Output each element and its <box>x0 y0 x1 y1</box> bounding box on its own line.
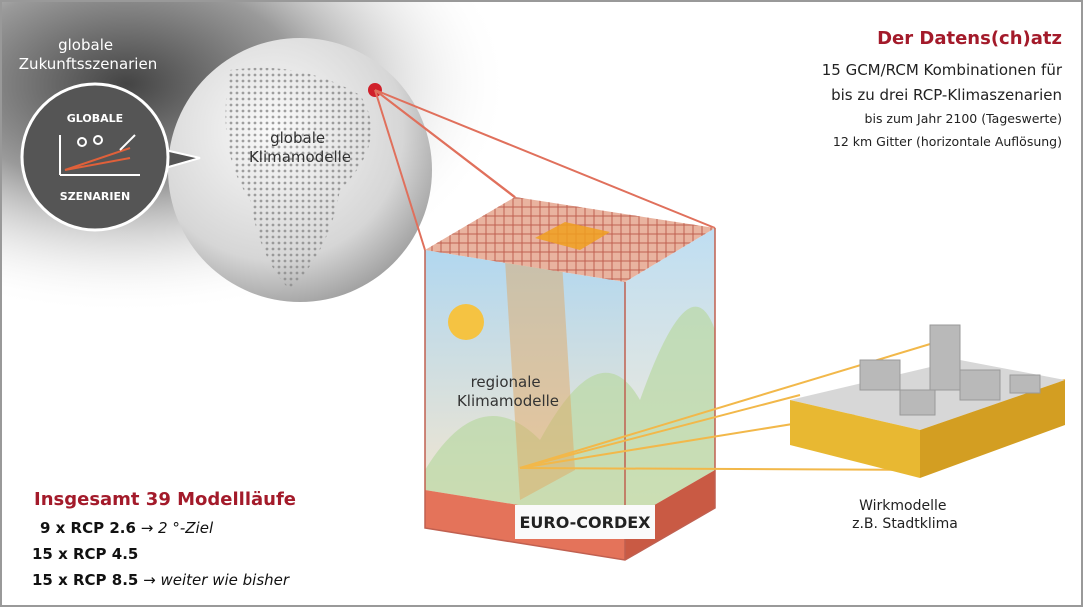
inset-bottom: SZENARIEN <box>60 190 130 203</box>
inset-icons <box>59 134 140 176</box>
label-line: Zukunftsszenarien <box>19 55 157 73</box>
region-label: regionale Klimamodelle <box>457 373 559 410</box>
impact-label: Wirkmodelle z.B. Stadtklima <box>852 498 958 532</box>
run-arrow: → <box>141 519 154 537</box>
sun <box>448 304 484 340</box>
badge <box>515 505 655 539</box>
runs-title: Insgesamt 39 Modellläufe <box>34 489 296 510</box>
dataset-line: bis zum Jahr 2100 (Tageswerte) <box>865 111 1062 126</box>
run-count: 9 x RCP 2.6 <box>40 519 136 537</box>
globe-land <box>225 67 372 291</box>
run-note: 2 °-Ziel <box>158 519 214 537</box>
badge-text: EURO-CORDEX <box>520 513 652 532</box>
run-count: 15 x RCP 8.5 <box>32 571 138 589</box>
dataset-line: bis zu drei RCP-Klimaszenarien <box>831 86 1062 104</box>
label-line: regionale <box>471 373 541 391</box>
label-line: globale <box>270 129 325 147</box>
label-line: globale <box>58 36 113 54</box>
run-item: 15 x RCP 8.5 → weiter wie bisher <box>32 571 290 589</box>
label-line: Klimamodelle <box>249 148 351 166</box>
impact-side <box>920 380 1065 478</box>
label-line: Wirkmodelle <box>859 498 946 514</box>
dataset-line: 15 GCM/RCM Kombinationen für <box>822 61 1063 79</box>
run-item: 9 x RCP 2.6 → 2 °-Ziel <box>40 519 214 537</box>
scenario-label: globale Zukunftsszenarien <box>19 36 157 73</box>
scenario-inset <box>20 82 170 232</box>
top-highlight <box>535 222 610 250</box>
label-line: z.B. Stadtklima <box>852 516 958 532</box>
dataset-title: Der Datens(ch)atz <box>877 28 1062 49</box>
buildings <box>859 324 1041 416</box>
run-arrow: → <box>143 571 156 589</box>
run-note: weiter wie bisher <box>160 571 289 589</box>
column <box>505 230 575 500</box>
globe-model-label: globale Klimamodelle <box>249 129 351 166</box>
inset-top: GLOBALE <box>67 112 123 125</box>
run-count: 15 x RCP 4.5 <box>32 545 138 563</box>
label-line: Klimamodelle <box>457 392 559 410</box>
impact-front <box>790 400 920 478</box>
run-item: 15 x RCP 4.5 <box>32 545 138 563</box>
dataset-line: 12 km Gitter (horizontale Auflösung) <box>833 134 1062 149</box>
